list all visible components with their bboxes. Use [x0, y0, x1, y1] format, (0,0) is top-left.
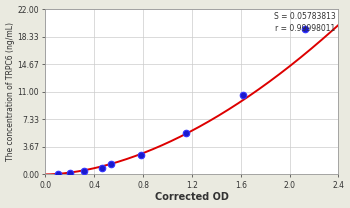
Point	[183, 131, 189, 135]
Point	[138, 153, 144, 156]
Point	[55, 172, 60, 175]
Point	[67, 171, 72, 175]
Y-axis label: The concentration of TRPC6 (ng/mL): The concentration of TRPC6 (ng/mL)	[6, 22, 15, 161]
Point	[82, 170, 87, 173]
Text: S = 0.05783813
r = 0.99998011: S = 0.05783813 r = 0.99998011	[274, 12, 336, 33]
X-axis label: Corrected OD: Corrected OD	[155, 192, 229, 202]
Point	[99, 166, 104, 170]
Point	[240, 93, 246, 97]
Point	[303, 27, 308, 31]
Point	[108, 163, 114, 166]
